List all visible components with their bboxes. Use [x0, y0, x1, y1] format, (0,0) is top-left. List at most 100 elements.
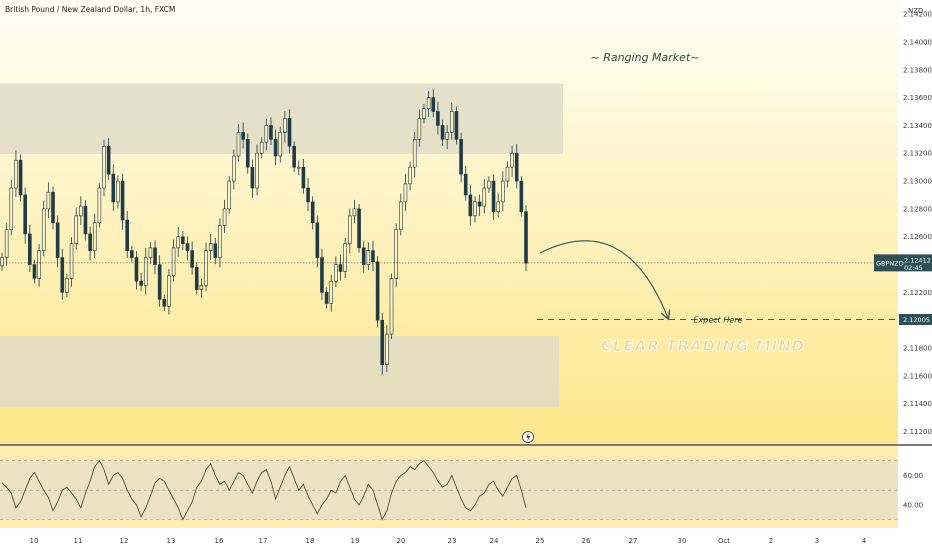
rsi-band [0, 460, 898, 520]
candle-body [190, 250, 194, 268]
candle-body [130, 250, 134, 258]
time-tick-label: 16 [215, 537, 224, 545]
time-tick-label: 25 [536, 537, 545, 545]
lightning-icon[interactable] [522, 431, 534, 443]
time-tick-label: 27 [629, 537, 638, 545]
time-tick-label: 4 [862, 537, 867, 545]
candle-body [510, 152, 514, 168]
time-tick-label: 23 [448, 537, 457, 545]
candle-body [143, 257, 148, 286]
candle-body [283, 118, 287, 133]
candle-body [343, 243, 347, 272]
candle-body [491, 180, 496, 212]
candle-body [347, 215, 352, 244]
candle-body [412, 139, 417, 168]
candle-body [194, 267, 199, 290]
candle-body [185, 243, 190, 251]
time-tick-label: 3 [815, 537, 819, 545]
candle-body [9, 187, 14, 231]
candle-body [167, 275, 171, 307]
candle-body [357, 208, 361, 249]
candle-body [352, 208, 357, 217]
candle-body [41, 208, 46, 251]
time-tick-label: 30 [678, 537, 687, 545]
time-scale-bg [0, 528, 932, 550]
time-tick-label: 26 [582, 537, 591, 545]
candle-body [232, 155, 236, 182]
candle-body [157, 264, 162, 300]
price-tick-label: 2.13400 [903, 122, 932, 130]
candle-body [269, 125, 273, 140]
candle-body [0, 257, 4, 267]
candle-body [496, 201, 500, 212]
time-tick-label: 18 [306, 537, 315, 545]
expect-here-label: Expect Here [693, 315, 742, 324]
target-price-badge: 2.12005 [899, 313, 932, 325]
candle-body [222, 208, 227, 226]
candle-body [204, 250, 208, 286]
candle-body [51, 191, 55, 224]
candle-body [389, 278, 394, 335]
candle-body [487, 180, 491, 189]
candle-body [18, 159, 23, 196]
time-tick-label: Oct [718, 537, 730, 545]
candle-body [301, 166, 306, 189]
candle-body [83, 205, 88, 235]
time-tick-label: 24 [490, 537, 499, 545]
candle-body [213, 243, 218, 258]
candle-body [380, 319, 385, 366]
candle-body [125, 219, 130, 251]
candle-body [306, 187, 310, 203]
price-tick-label: 2.11400 [903, 400, 932, 408]
candle-body [477, 201, 482, 207]
candle-body [310, 201, 315, 224]
candle-body [273, 139, 278, 157]
candle-body [37, 250, 41, 279]
candle-body [287, 118, 292, 147]
badge-price: 2.12412 [904, 256, 931, 264]
candle-body [505, 166, 510, 182]
candle-body [468, 194, 473, 217]
ranging-market-title: ~ Ranging Market~ [591, 51, 700, 64]
time-tick-label: 2 [769, 537, 773, 545]
candle-body [398, 201, 403, 231]
price-tick-label: 2.12600 [903, 233, 932, 241]
candle-body [338, 264, 343, 272]
candle-body [524, 211, 528, 264]
candle-body [23, 194, 27, 235]
time-tick-label: 17 [259, 537, 268, 545]
candle-body [417, 118, 422, 140]
rsi-tick-label: 60.00 [903, 472, 923, 480]
candle-body [259, 141, 264, 154]
candle-body [450, 111, 454, 133]
candle-body [454, 111, 459, 140]
price-tick-label: 2.11800 [903, 345, 932, 353]
candle-body [241, 132, 245, 140]
candle-body [264, 125, 269, 143]
candle-body [88, 233, 92, 251]
price-tick-label: 2.13000 [903, 178, 932, 186]
candle-body [426, 97, 431, 110]
price-tick-label: 2.11600 [903, 372, 932, 380]
price-tick-label: 2.13800 [903, 66, 932, 74]
candle-body [519, 180, 524, 212]
candle-body [361, 247, 366, 265]
time-tick-label: 20 [397, 537, 406, 545]
price-tick-label: 2.12200 [903, 289, 932, 297]
rsi-axis: 60.00 40.00 [903, 472, 923, 509]
candle-body [218, 225, 222, 258]
candle-body [245, 139, 250, 168]
time-tick-label: 10 [30, 537, 39, 545]
candle-body [296, 166, 301, 169]
candle-body [134, 257, 139, 282]
candle-body [334, 264, 338, 282]
candle-body [14, 159, 18, 189]
candle-body [102, 145, 106, 189]
candle-body [329, 280, 334, 304]
time-tick-label: 12 [120, 537, 129, 545]
time-axis[interactable]: 10 11 12 13 16 17 18 19 20 23 24 25 26 27 30 Oct 2 3 4 [30, 537, 867, 545]
candle-body [514, 152, 519, 182]
candle-body [320, 257, 324, 293]
candle-body [139, 280, 143, 286]
